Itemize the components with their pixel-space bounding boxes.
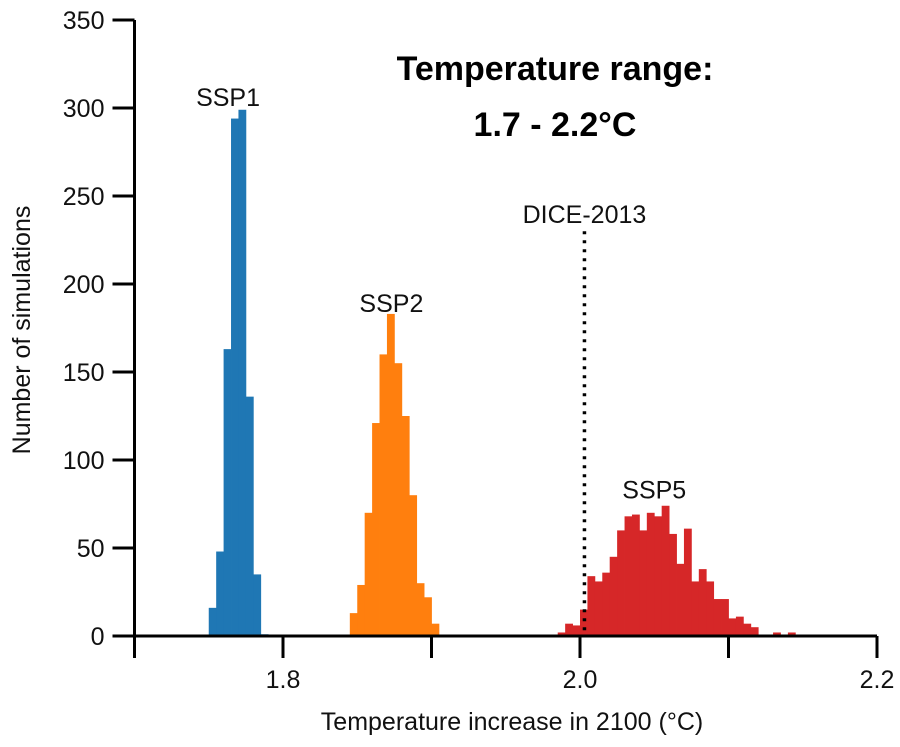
histogram-bar [639,530,648,636]
histogram-bar [223,349,232,636]
histogram-bar [691,581,700,636]
histogram-bar [557,632,566,636]
histogram-bar [394,363,403,636]
y-tick-label: 300 [63,95,105,123]
series-label-ssp2: SSP2 [359,290,423,318]
histogram-bar [669,533,677,636]
x-tick-label: 1.8 [266,666,301,694]
histogram-bar [602,572,611,636]
series-ssp5 [557,505,796,636]
histogram-bar [208,607,217,636]
histogram-bar [424,597,432,636]
x-tick-label: 2.0 [563,666,598,694]
series-label-ssp1: SSP1 [196,84,260,112]
series-labels: SSP1 SSP2 SSP5 [196,84,686,504]
histogram-bar [386,313,395,636]
histogram-bar [706,581,715,636]
histogram-bar [594,581,603,636]
histogram-bar [231,118,239,636]
histogram-bar [587,576,596,636]
y-tick-label: 0 [91,623,105,651]
series-ssp2 [349,313,440,636]
y-tick-label: 350 [63,7,105,35]
annotations-layer: DICE-2013 [523,201,647,636]
x-axis-label: Temperature increase in 2100 (°C) [321,708,703,736]
histogram-bar [409,495,418,636]
histogram-bar [364,512,373,636]
histogram-bar [617,530,625,636]
histogram-bar [661,505,670,636]
histogram-bar [654,516,663,636]
histogram-bar [683,528,692,636]
histogram-bar [416,583,425,636]
y-axis-label: Number of simulations [8,206,36,455]
histogram-bar [721,599,729,636]
y-axis-ticks: 0 50 100 150 200 250 300 350 [63,7,135,651]
histogram-bar [431,623,440,636]
histogram-bar [349,613,358,636]
y-tick-label: 200 [63,271,105,299]
y-tick-label: 150 [63,359,105,387]
x-tick-label: 2.2 [860,666,895,694]
histogram-bar [624,516,633,636]
histogram-bar [735,616,744,636]
histogram-bar [245,396,254,636]
histogram-bar [580,609,588,636]
histogram-bar [357,584,366,636]
histogram-bar [676,563,685,636]
histogram-bar [253,574,262,636]
histogram-bar [698,569,707,636]
y-tick-label: 100 [63,447,105,475]
histogram-bar [631,514,640,636]
histogram-bar [787,632,796,636]
x-axis-ticks: 1.8 2.0 2.2 [133,636,895,694]
series-ssp1 [208,109,269,636]
bars-layer [208,109,796,636]
histogram-bar [609,556,618,636]
histogram-bar [728,618,737,636]
histogram-bar [743,623,752,636]
histogram-bar [565,623,573,636]
histogram-bar [238,109,247,636]
chart-title: Temperature range: [397,50,714,88]
y-tick-label: 50 [77,535,105,563]
histogram-bar [646,512,655,636]
histogram-bar [750,627,759,636]
histogram-bar [713,599,722,636]
y-tick-label: 250 [63,183,105,211]
histogram-bar [572,625,581,636]
histogram-bar [379,354,388,636]
series-label-ssp5: SSP5 [622,476,686,504]
histogram-bar [372,423,380,636]
histogram-bar [216,551,224,636]
dice-2013-label: DICE-2013 [523,201,647,229]
chart-subtitle: 1.7 - 2.2°C [474,106,637,144]
histogram-bar [773,632,781,636]
histogram-bar [401,416,410,636]
